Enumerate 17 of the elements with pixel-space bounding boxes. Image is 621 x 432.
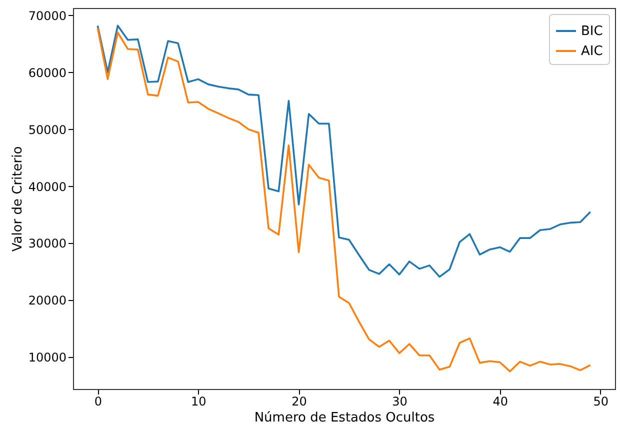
y-tick-label: 60000	[28, 66, 66, 80]
y-tick-label: 30000	[28, 236, 66, 251]
y-tick-label: 50000	[28, 122, 66, 137]
y-tick-label: 10000	[28, 350, 66, 365]
y-tick-label: 20000	[28, 294, 66, 308]
x-axis-title: Número de Estados Ocultos	[254, 410, 435, 426]
legend-label: AIC	[581, 44, 603, 59]
x-tick-label: 50	[593, 394, 609, 408]
y-axis-title: Valor de Criterio	[10, 146, 26, 252]
y-tick-label: 40000	[28, 180, 66, 194]
x-tick-label: 0	[94, 394, 102, 408]
x-tick-label: 20	[292, 394, 307, 408]
x-tick-label: 40	[492, 394, 508, 408]
y-tick-label: 70000	[28, 8, 66, 23]
x-tick-label: 30	[392, 394, 408, 408]
legend-label: BIC	[581, 24, 603, 39]
x-tick-label: 10	[191, 394, 206, 408]
